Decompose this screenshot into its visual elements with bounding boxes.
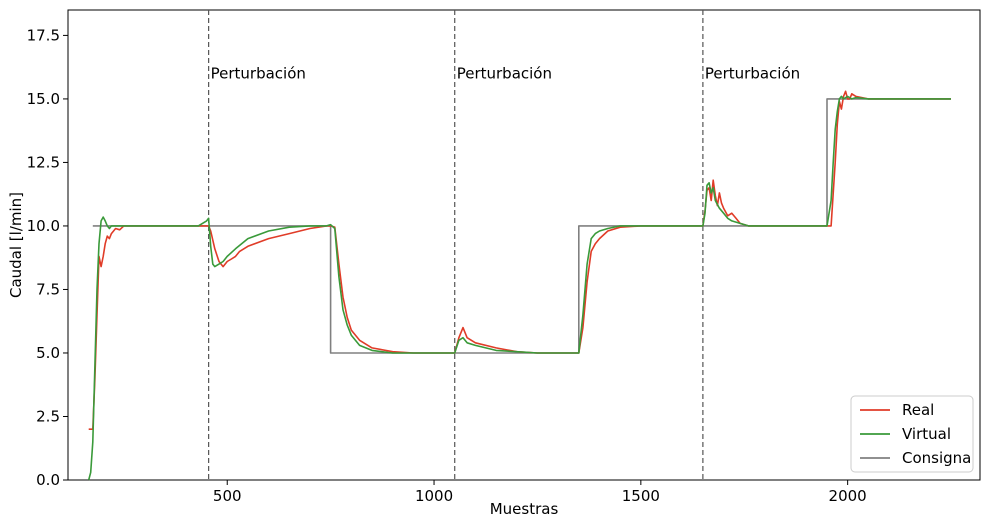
y-axis-label: Caudal [l/min] [7, 192, 25, 298]
disturbance-label: Perturbación [705, 65, 800, 83]
y-tick-label: 12.5 [27, 153, 60, 171]
legend: Real Virtual Consigna [850, 395, 974, 473]
y-tick-label: 15.0 [27, 90, 60, 108]
legend-label-consigna: Consigna [902, 449, 971, 467]
series-group [87, 90, 951, 481]
disturbance-label: Perturbación [457, 65, 552, 83]
series-line-virtual [87, 95, 951, 481]
x-tick-label: 1000 [415, 487, 453, 505]
plot-frame [67, 9, 981, 481]
legend-label-real: Real [902, 401, 934, 419]
y-tick-label: 10.0 [27, 217, 60, 235]
series-line-real [88, 90, 951, 431]
series-line-consigna [92, 98, 951, 354]
x-axis: 500 1000 1500 2000 [213, 480, 867, 505]
x-tick-label: 500 [213, 487, 242, 505]
x-tick-label: 2000 [829, 487, 867, 505]
legend-label-virtual: Virtual [902, 425, 951, 443]
legend-box [850, 395, 974, 473]
y-tick-label: 17.5 [27, 26, 60, 44]
y-tick-label: 2.5 [36, 407, 60, 425]
disturbance-lines: Perturbación Perturbación Perturbación [208, 10, 800, 480]
y-tick-label: 7.5 [36, 280, 60, 298]
x-axis-label: Muestras [490, 500, 559, 518]
x-tick-label: 1500 [622, 487, 660, 505]
disturbance-label: Perturbación [211, 65, 306, 83]
y-tick-label: 5.0 [36, 344, 60, 362]
y-axis: 0.0 2.5 5.0 7.5 10.0 12.5 15.0 17.5 [27, 26, 68, 489]
y-tick-label: 0.0 [36, 471, 60, 489]
